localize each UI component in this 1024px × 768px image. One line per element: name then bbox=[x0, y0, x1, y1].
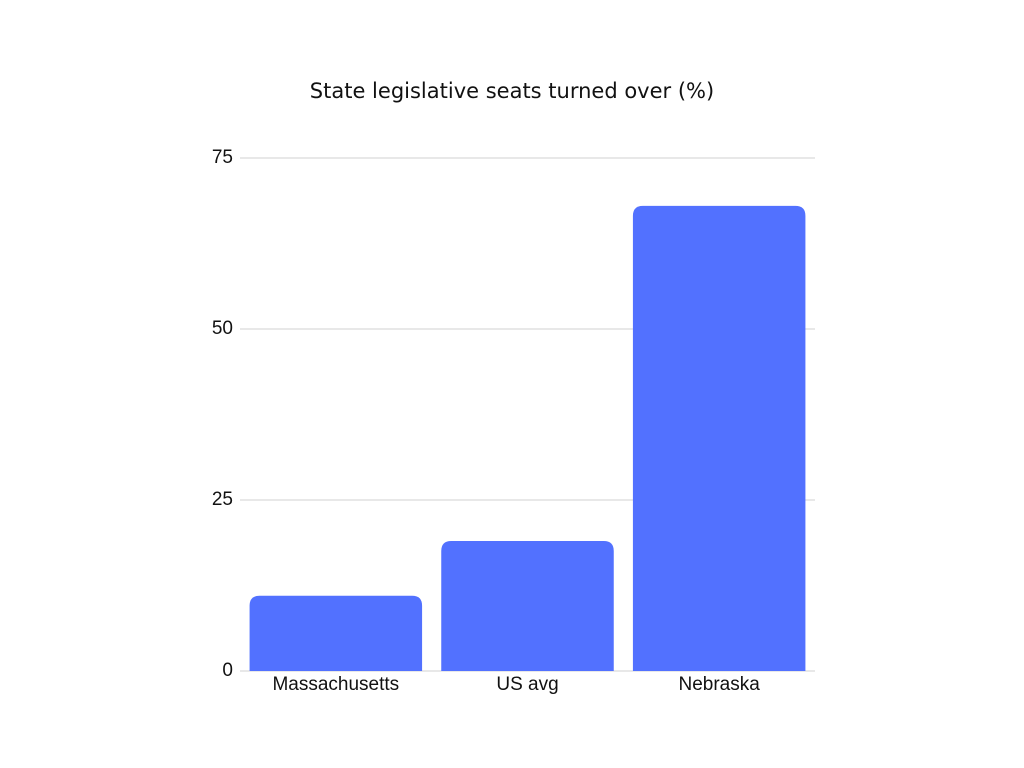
bar bbox=[441, 541, 614, 671]
x-tick-label: US avg bbox=[496, 674, 558, 695]
y-tick-label: 25 bbox=[212, 489, 233, 510]
bar bbox=[632, 205, 806, 671]
y-tick-label: 75 bbox=[212, 147, 233, 168]
y-tick-label: 50 bbox=[212, 318, 233, 339]
x-tick-label: Massachusetts bbox=[272, 674, 399, 695]
x-tick-label: Nebraska bbox=[679, 674, 761, 695]
chart-title: State legislative seats turned over (%) bbox=[310, 79, 714, 103]
bar bbox=[249, 595, 423, 671]
y-tick-label: 0 bbox=[222, 660, 233, 681]
